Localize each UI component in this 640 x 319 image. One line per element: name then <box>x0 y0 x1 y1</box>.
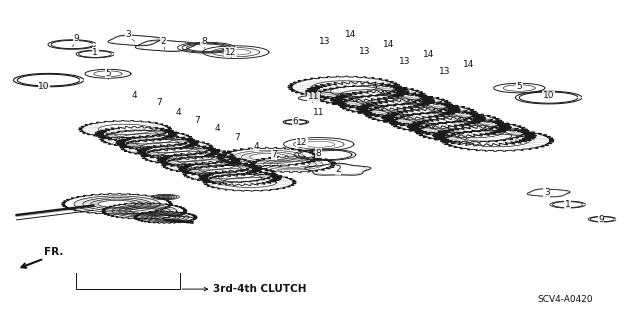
Text: 7: 7 <box>195 116 200 125</box>
Text: 12: 12 <box>296 137 308 146</box>
Text: 3rd-4th CLUTCH: 3rd-4th CLUTCH <box>212 284 306 294</box>
Text: 14: 14 <box>383 40 395 49</box>
Text: FR.: FR. <box>44 247 63 257</box>
Text: 1: 1 <box>92 48 98 57</box>
Text: 3: 3 <box>544 188 550 197</box>
Text: 13: 13 <box>399 56 410 65</box>
Text: 14: 14 <box>423 50 435 59</box>
Text: 4: 4 <box>175 108 181 117</box>
Text: 6: 6 <box>293 117 299 126</box>
Text: 2: 2 <box>335 165 340 174</box>
Text: 5: 5 <box>516 82 522 91</box>
Text: 7: 7 <box>156 99 162 108</box>
Text: 11: 11 <box>313 108 324 117</box>
Text: 10: 10 <box>543 92 554 100</box>
Text: 4: 4 <box>253 142 259 151</box>
Text: 2: 2 <box>161 38 166 47</box>
Text: 9: 9 <box>73 34 79 43</box>
Text: 1: 1 <box>565 200 571 209</box>
Text: 11: 11 <box>308 92 319 101</box>
Text: 13: 13 <box>359 47 371 56</box>
Text: 5: 5 <box>105 69 111 78</box>
Text: 4: 4 <box>132 92 138 100</box>
Text: 4: 4 <box>215 124 221 133</box>
Text: 13: 13 <box>319 38 331 47</box>
Text: 8: 8 <box>201 38 207 47</box>
Text: 7: 7 <box>271 150 277 159</box>
Text: 12: 12 <box>225 48 236 57</box>
Text: 8: 8 <box>316 149 321 158</box>
Text: 7: 7 <box>234 133 240 142</box>
Text: 14: 14 <box>345 31 356 40</box>
Text: 10: 10 <box>38 82 50 91</box>
Text: SCV4-A0420: SCV4-A0420 <box>537 295 593 304</box>
Text: 9: 9 <box>598 215 604 224</box>
Text: 13: 13 <box>439 67 451 76</box>
Text: 3: 3 <box>125 30 131 39</box>
Text: 14: 14 <box>463 60 474 69</box>
